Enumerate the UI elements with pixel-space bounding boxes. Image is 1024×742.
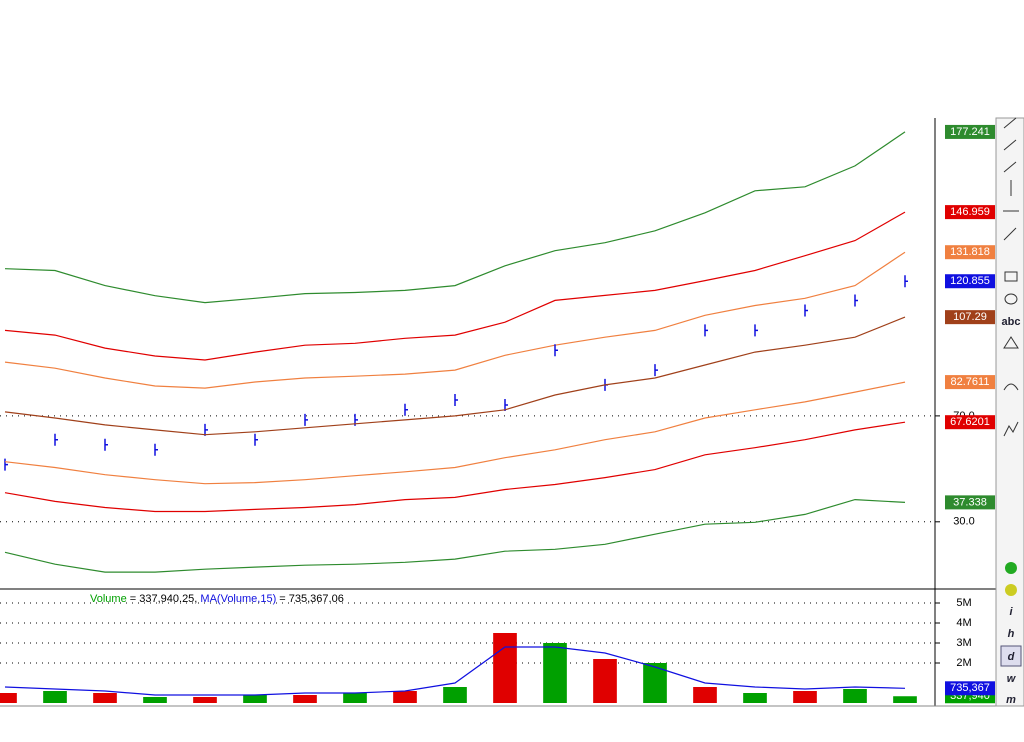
volume-bar (0, 693, 17, 703)
y-tick-label: 3M (956, 637, 971, 649)
volume-bar (43, 691, 67, 703)
value-box (945, 495, 995, 510)
y-tick-label: 4M (956, 617, 971, 629)
price-bar (704, 324, 708, 337)
interval-selected[interactable] (1000, 645, 1022, 667)
volume-bar (393, 691, 417, 703)
price-bar (304, 413, 308, 426)
toolbar (995, 117, 1024, 707)
legend-name: Volume (90, 593, 127, 605)
series-line (4, 381, 906, 485)
tool-zigzag[interactable] (1003, 421, 1019, 437)
volume-bar (893, 696, 917, 703)
tool-channel[interactable] (1003, 227, 1017, 241)
value-box-label: 107.29 (953, 311, 987, 323)
volume-bar (193, 697, 217, 703)
price-bar (454, 394, 458, 406)
volume-bar (543, 643, 567, 703)
volume-bar (243, 695, 267, 703)
value-box (945, 205, 995, 220)
value-box-label: 37.338 (953, 496, 987, 508)
volume-bar (693, 687, 717, 703)
series-line (4, 251, 906, 389)
volume-legend: Volume = 337,940.25, MA(Volume,15) = 735… (90, 593, 344, 605)
value-box (945, 245, 995, 260)
price-bar (504, 399, 508, 412)
tool-arc[interactable] (1003, 383, 1019, 391)
price-bar (4, 458, 8, 471)
interval-monthly[interactable]: m (1006, 694, 1016, 706)
zoom-out[interactable] (1005, 584, 1017, 596)
price-bar (154, 443, 158, 456)
interval-daily[interactable]: d (1008, 651, 1015, 663)
tool-ray[interactable] (1003, 139, 1017, 151)
price-bar (904, 275, 908, 288)
legend-value: = 735,367.06 (279, 593, 344, 605)
volume-bar (593, 659, 617, 703)
series-line (4, 316, 906, 436)
volume-bar (93, 693, 117, 703)
tool-line[interactable] (1003, 117, 1017, 129)
series-line (4, 646, 906, 696)
value-box-label: 177.241 (950, 126, 990, 138)
series-line (4, 131, 906, 304)
y-tick-label: 5M (956, 597, 971, 609)
series-line (4, 421, 906, 513)
tool-rectangle[interactable] (1004, 271, 1018, 282)
chart-area (0, 118, 996, 706)
value-box-label: 120.855 (950, 275, 990, 287)
volume-bar (793, 691, 817, 703)
volume-bar (143, 697, 167, 703)
value-box (945, 415, 995, 430)
interval-hourly[interactable]: h (1008, 628, 1015, 640)
value-box-label: 146.959 (950, 206, 990, 218)
interval-weekly[interactable]: w (1007, 673, 1017, 685)
volume-bar (443, 687, 467, 703)
tool-ellipse[interactable] (1004, 293, 1018, 305)
volume-bar (493, 633, 517, 703)
y-tick-label: 2M (956, 657, 971, 669)
volume-bar (843, 689, 867, 703)
price-bar (54, 433, 58, 446)
volume-bar (743, 693, 767, 703)
value-box (945, 274, 995, 289)
price-bar (754, 324, 758, 337)
tool-text[interactable]: abc (1002, 316, 1021, 328)
value-box-label: 735,367 (950, 682, 990, 694)
toolbar-icons: abc i h d w m (1000, 117, 1022, 706)
tool-triangle[interactable] (1003, 336, 1019, 349)
value-box (945, 124, 995, 139)
value-box (945, 310, 995, 325)
interval-intraday[interactable]: i (1009, 606, 1013, 618)
series-line (4, 498, 906, 573)
y-tick-label: 30.0 (953, 516, 974, 528)
price-bar (104, 438, 108, 451)
legend-value: = 337,940.25, (130, 593, 198, 605)
price-bar (554, 344, 558, 357)
zoom-in[interactable] (1005, 562, 1017, 574)
price-bar (854, 294, 858, 307)
price-bar (804, 304, 808, 317)
price-bar (204, 423, 208, 436)
value-box (945, 375, 995, 390)
volume-bar (643, 663, 667, 703)
value-box (945, 681, 995, 696)
value-box-label: 82.7611 (951, 376, 990, 388)
volume-bar (293, 695, 317, 703)
legend-name: MA(Volume,15) (200, 593, 276, 605)
value-box-label: 67.6201 (950, 416, 990, 428)
volume-bar (343, 693, 367, 703)
price-bar (404, 403, 408, 416)
series-line (4, 211, 906, 361)
price-bar (254, 433, 258, 446)
tool-extended[interactable] (1003, 161, 1017, 173)
price-bar (654, 364, 658, 377)
value-box-label: 131.818 (950, 246, 990, 258)
